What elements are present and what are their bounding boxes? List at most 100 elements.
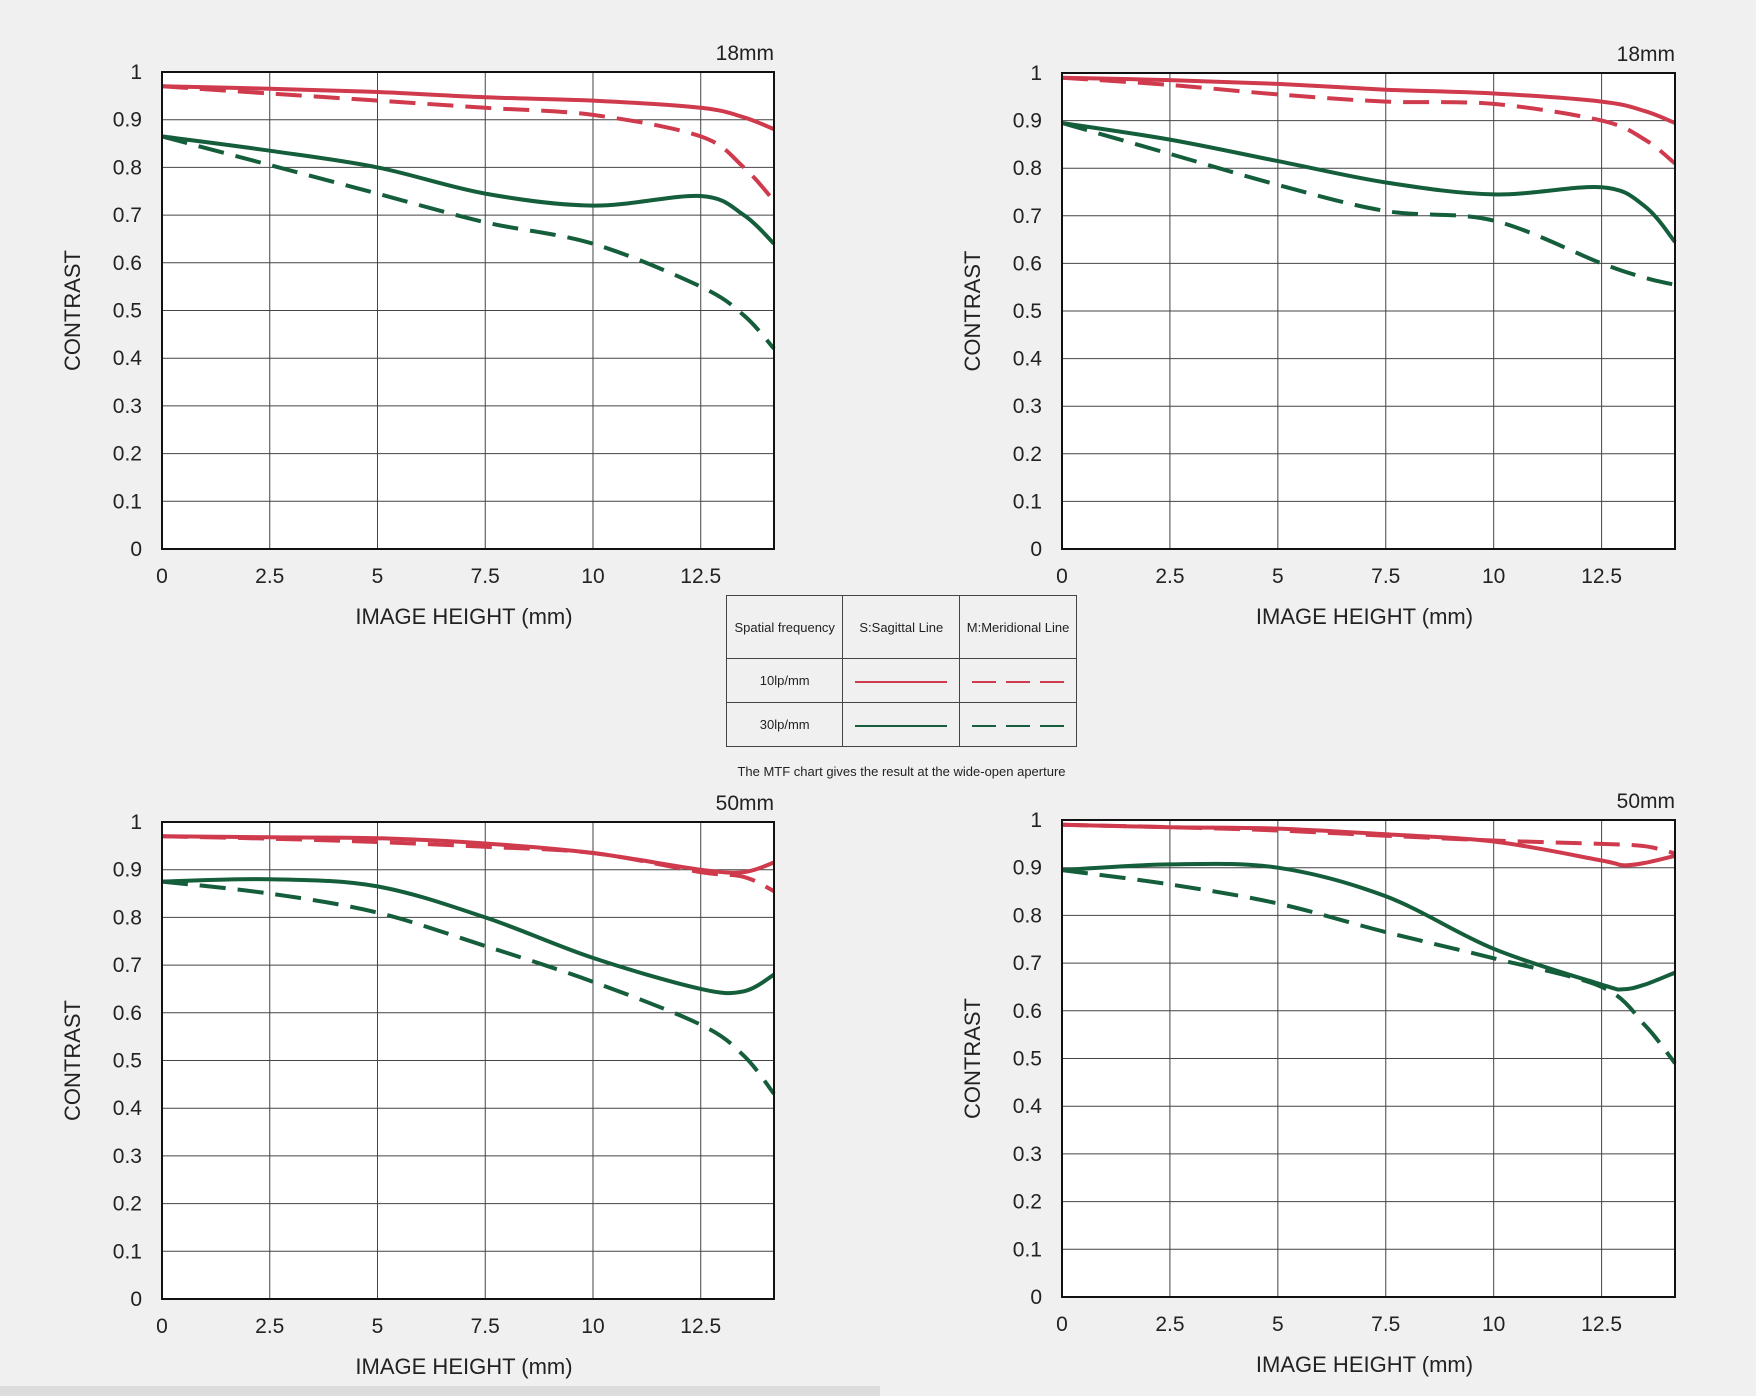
y-tick-label: 0.3 — [1013, 395, 1042, 418]
legend-swatch-30lp-meridional — [959, 702, 1077, 747]
y-tick-label: 0.8 — [1013, 904, 1042, 927]
y-tick-label: 0.3 — [113, 1145, 142, 1168]
x-tick-label: 5 — [1272, 565, 1284, 588]
series-10lp-mm-sagittal — [1061, 75, 1676, 125]
series-10lp-mm-sagittal — [161, 834, 775, 875]
x-tick-label: 7.5 — [471, 1315, 500, 1338]
series-30lp-mm-meridional — [161, 134, 776, 351]
y-tick-label: 0.2 — [113, 443, 142, 466]
y-tick-label: 0.9 — [113, 859, 142, 882]
y-tick-label: 0.7 — [113, 954, 142, 977]
legend-swatch-10lp-meridional — [959, 658, 1077, 703]
y-axis-label: CONTRAST — [960, 998, 985, 1119]
y-tick-label: 0.6 — [113, 252, 142, 275]
series-10lp-mm-meridional — [161, 84, 776, 203]
y-tick-label: 0.2 — [1013, 443, 1042, 466]
y-axis-label: CONTRAST — [60, 1000, 85, 1121]
legend-header-sagittal: S:Sagittal Line — [842, 595, 961, 659]
x-tick-label: 12.5 — [1581, 1313, 1622, 1336]
y-tick-label: 0.7 — [113, 204, 142, 227]
x-tick-label: 10 — [1482, 565, 1505, 588]
y-tick-label: 0.9 — [1013, 857, 1042, 880]
legend-label-10lp: 10lp/mm — [725, 658, 844, 703]
y-tick-label: 0.2 — [113, 1193, 142, 1216]
y-tick-label: 0.7 — [1013, 952, 1042, 975]
x-tick-label: 10 — [581, 1315, 604, 1338]
x-axis-label: IMAGE HEIGHT (mm) — [355, 604, 572, 629]
series-10lp-mm-meridional — [161, 834, 775, 894]
x-tick-label: 2.5 — [1155, 565, 1184, 588]
x-axis-label: IMAGE HEIGHT (mm) — [1256, 1352, 1473, 1377]
chart-title: 18mm — [1617, 43, 1675, 66]
chart-title: 18mm — [716, 42, 774, 65]
plot-frame — [1061, 819, 1676, 1298]
x-tick-label: 7.5 — [1371, 565, 1400, 588]
y-tick-label: 0.8 — [113, 156, 142, 179]
legend-row-30lp: 30lp/mm — [725, 702, 1077, 747]
y-tick-label: 0.4 — [1013, 348, 1043, 371]
y-tick-label: 0.5 — [1013, 300, 1042, 323]
series-30lp-mm-sagittal — [1061, 121, 1677, 244]
legend-header-meridional: M:Meridional Line — [959, 595, 1077, 659]
aperture-note: The MTF chart gives the result at the wi… — [737, 764, 1066, 779]
y-tick-label: 1 — [130, 61, 142, 84]
x-tick-label: 0 — [156, 565, 168, 588]
y-tick-label: 0.7 — [1013, 205, 1042, 228]
y-tick-label: 0.4 — [113, 1097, 143, 1120]
y-tick-label: 1 — [1030, 809, 1042, 832]
y-tick-label: 0 — [1030, 538, 1042, 561]
series-10lp-mm-sagittal — [161, 84, 775, 132]
plot-frame — [1061, 72, 1676, 550]
y-tick-label: 0.1 — [113, 490, 142, 513]
x-tick-label: 7.5 — [471, 565, 500, 588]
plot-frame — [161, 71, 775, 550]
y-tick-label: 0.5 — [1013, 1048, 1042, 1071]
series-30lp-mm-meridional — [161, 879, 776, 1096]
y-tick-label: 0 — [130, 538, 142, 561]
bottom-band — [0, 1386, 880, 1396]
x-tick-label: 5 — [372, 565, 384, 588]
y-tick-label: 0.6 — [113, 1002, 142, 1025]
series-30lp-mm-sagittal — [1061, 861, 1676, 992]
legend-swatch-10lp-sagittal — [842, 658, 961, 703]
x-tick-label: 12.5 — [680, 565, 721, 588]
legend-swatch-30lp-sagittal — [842, 702, 961, 747]
y-tick-label: 0 — [130, 1288, 142, 1311]
y-axis-label: CONTRAST — [60, 250, 85, 371]
legend-header-frequency: Spatial frequency — [725, 595, 844, 659]
y-tick-label: 0.8 — [1013, 157, 1042, 180]
x-tick-label: 5 — [1272, 1313, 1284, 1336]
series-30lp-mm-sagittal — [161, 877, 776, 996]
series-10lp-mm-meridional — [1061, 822, 1676, 856]
legend-table: Spatial frequency S:Sagittal Line M:Meri… — [725, 595, 1077, 747]
x-tick-label: 7.5 — [1371, 1313, 1400, 1336]
y-tick-label: 0.9 — [1013, 110, 1042, 133]
series-30lp-mm-meridional — [1061, 868, 1677, 1065]
y-axis-label: CONTRAST — [960, 251, 985, 372]
mtf-chart-3: 0 2.5 5 7.5 10 12.5 0 0.1 0.2 0.3 0.4 0.5 0.6 0.7 0.8 0… — [60, 792, 776, 1379]
y-tick-label: 0.5 — [113, 1050, 142, 1073]
y-tick-label: 0.1 — [1013, 490, 1042, 513]
mtf-chart-2: 0 2.5 5 7.5 10 12.5 0 0.1 0.2 0.3 0.4 0.5 0.6 0.7 0.8 0… — [960, 43, 1677, 629]
legend-label-30lp: 30lp/mm — [725, 702, 844, 747]
x-tick-label: 2.5 — [255, 1315, 284, 1338]
y-tick-label: 0.3 — [113, 395, 142, 418]
y-tick-label: 0.5 — [113, 300, 142, 323]
y-tick-label: 0.4 — [113, 347, 143, 370]
x-tick-label: 0 — [1056, 1313, 1068, 1336]
x-tick-label: 2.5 — [1155, 1313, 1184, 1336]
chart-title: 50mm — [1617, 790, 1675, 813]
legend-header-row: Spatial frequency S:Sagittal Line M:Meri… — [725, 595, 1077, 659]
y-tick-label: 0.4 — [1013, 1095, 1043, 1118]
y-tick-label: 0.2 — [1013, 1191, 1042, 1214]
y-tick-label: 1 — [1030, 62, 1042, 85]
y-tick-label: 1 — [130, 811, 142, 834]
x-tick-label: 12.5 — [1581, 565, 1622, 588]
x-tick-label: 0 — [1056, 565, 1068, 588]
y-tick-label: 0.8 — [113, 906, 142, 929]
x-axis-label: IMAGE HEIGHT (mm) — [355, 1354, 572, 1379]
y-tick-label: 0.3 — [1013, 1143, 1042, 1166]
x-axis-label: IMAGE HEIGHT (mm) — [1256, 604, 1473, 629]
y-tick-label: 0 — [1030, 1286, 1042, 1309]
x-tick-label: 2.5 — [255, 565, 284, 588]
